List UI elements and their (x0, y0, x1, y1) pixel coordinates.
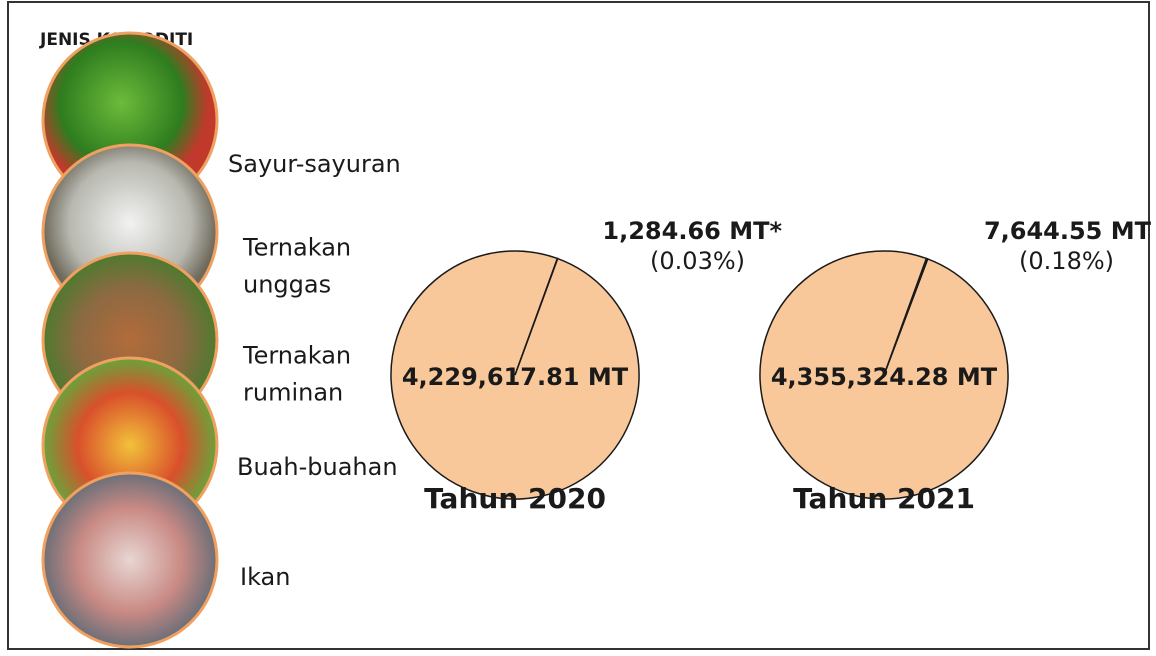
commodity-label: ruminan (243, 379, 343, 407)
slice-value-label: 1,284.66 MT* (602, 217, 782, 245)
pie-slice (883, 257, 929, 376)
commodity-images (41, 31, 219, 649)
commodity-label: Ternakan (242, 342, 351, 370)
slice-value-label: 4,355,324.28 MT (771, 363, 998, 391)
commodity-label: Ternakan (242, 234, 351, 262)
commodity-label: Sayur-sayuran (228, 150, 401, 178)
slice-value-label: 7,644.55 MT (984, 217, 1152, 245)
chart-title: Tahun 2021 (793, 482, 975, 515)
commodity-label: Ikan (240, 563, 290, 591)
slice-percent-label: (0.03%) (650, 247, 745, 275)
slice-value-label: 4,229,617.81 MT (402, 363, 629, 391)
chart-title: Tahun 2020 (424, 482, 606, 515)
commodity-label: Buah-buahan (237, 453, 398, 481)
slice-percent-label: (0.18%) (1019, 247, 1114, 275)
pie-slice (759, 250, 1009, 500)
commodity-label: unggas (243, 271, 331, 299)
pie-slice (514, 257, 559, 376)
